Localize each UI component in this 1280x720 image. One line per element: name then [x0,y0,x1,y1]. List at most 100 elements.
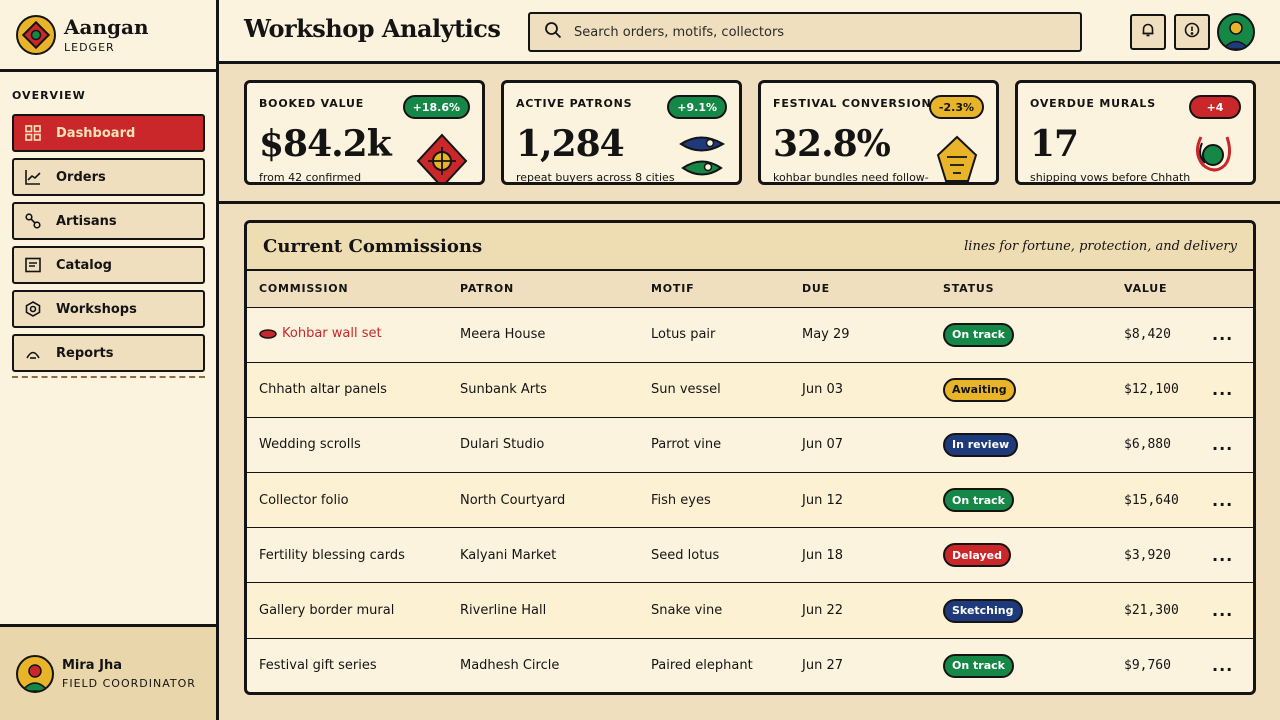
column-header[interactable]: STATUS [931,271,1112,308]
value-cell: $6,880 [1124,437,1171,453]
column-header[interactable]: MOTIF [639,271,790,308]
motif-cell: Fish eyes [651,492,711,508]
nav-item-artisans[interactable]: Artisans [12,202,205,240]
nav-item-label: Workshops [56,301,137,317]
kite-motif-icon [416,133,468,182]
more-options-icon[interactable]: ... [1212,380,1234,400]
arch-icon [24,344,42,362]
status-cell: In review [931,417,1112,472]
more-options-icon[interactable]: ... [1212,490,1234,510]
status-badge: On track [943,653,1014,678]
commission-link[interactable]: Kohbar wall set [259,326,382,341]
row-actions-cell: ... [1200,307,1253,362]
nav-item-catalog[interactable]: Catalog [12,246,205,284]
more-options-icon[interactable]: ... [1212,435,1234,455]
kpi-band: BOOKED VALUE +18.6% $84.2k from 42 confi… [219,64,1280,204]
patron-cell: Meera House [460,327,546,343]
profile-avatar[interactable] [1217,13,1255,51]
table-row[interactable]: Gallery border mural Riverline Hall Snake … [247,582,1253,639]
patron-cell: Sunbank Arts [460,382,547,398]
kpi-value: $84.2k [259,123,392,165]
row-actions-cell: ... [1200,473,1253,528]
table-row[interactable]: Chhath altar panels Sunbank Arts Sun vesse… [247,362,1253,418]
value-cell: $12,100 [1124,382,1179,398]
kpi-card-booked-value[interactable]: BOOKED VALUE +18.6% $84.2k from 42 confi… [244,80,485,185]
due-cell: Jun 27 [802,658,843,674]
table-row[interactable]: Collector folio North Courtyard Fish eyes J… [247,472,1253,528]
status-cell: Sketching [931,583,1112,638]
motif-cell: Seed lotus [651,547,720,563]
table-row[interactable]: Kohbar wall set Meera House Lotus pair May … [247,307,1253,363]
notifications-button[interactable] [1130,14,1166,50]
value-cell: $3,920 [1124,547,1171,563]
commission-cell: Fertility blessing cards [259,547,405,563]
list-icon [24,256,42,274]
brand[interactable]: Aangan LEDGER [0,0,216,72]
due-cell: May 29 [802,327,850,343]
lamp-motif-icon [934,135,980,182]
row-actions-cell: ... [1200,583,1253,638]
motif-cell: Lotus pair [651,327,716,343]
status-cell: Delayed [931,528,1112,583]
kpi-label: FESTIVAL CONVERSION [773,97,932,110]
status-badge: Awaiting [943,377,1016,402]
kpi-card-active-patrons[interactable]: ACTIVE PATRONS +9.1% 1,284 repeat buyers… [501,80,742,185]
search-bar[interactable] [528,12,1082,52]
more-options-icon[interactable]: ... [1212,656,1234,676]
patron-cell: North Courtyard [460,492,566,508]
due-cell: Jun 12 [802,492,843,508]
grid-icon [24,124,42,142]
row-actions-cell: ... [1200,528,1253,583]
more-options-icon[interactable]: ... [1212,325,1234,345]
panel-title: Current Commissions [263,235,483,257]
main-nav: Dashboard Orders Artisans [12,114,205,378]
kpi-label: OVERDUE MURALS [1030,97,1156,110]
kpi-label: ACTIVE PATRONS [516,97,633,110]
alerts-button[interactable] [1174,14,1210,50]
motif-cell: Parrot vine [651,437,722,453]
kpi-value: 17 [1030,123,1079,165]
lotus-eye-icon [259,329,277,339]
commission-cell: Chhath altar panels [259,382,387,398]
commission-cell[interactable]: Kohbar wall set [247,307,448,362]
nav-item-workshops[interactable]: Workshops [12,290,205,328]
nav-divider [12,376,205,378]
motif-cell: Sun vessel [651,382,721,398]
user-avatar [16,654,54,693]
nav-item-reports[interactable]: Reports [12,334,205,372]
more-options-icon[interactable]: ... [1212,601,1234,621]
column-header[interactable]: VALUE [1112,271,1200,308]
value-cell: $21,300 [1124,603,1179,619]
due-cell: Jun 18 [802,547,843,563]
nav-item-label: Reports [56,345,114,361]
fish-eyes-icon [679,131,725,182]
kpi-card-overdue-murals[interactable]: OVERDUE MURALS +4 17 shipping vows befor… [1015,80,1256,185]
more-options-icon[interactable]: ... [1212,545,1234,565]
due-cell: Jun 03 [802,382,843,398]
table-row[interactable]: Fertility blessing cards Kalyani Market Se… [247,528,1253,583]
search-input[interactable] [574,24,1054,40]
commission-cell: Wedding scrolls [259,437,361,453]
column-header[interactable]: COMMISSION [247,271,448,308]
kpi-subtext: from 42 confirmed [259,171,362,184]
table-row[interactable]: Festival gift series Madhesh Circle Paired… [247,638,1253,692]
bell-icon [1140,22,1156,42]
nav-item-dashboard[interactable]: Dashboard [12,114,205,152]
column-header[interactable]: DUE [790,271,931,308]
page-title: Workshop Analytics [244,14,501,43]
user-card[interactable]: Mira Jha FIELD COORDINATOR [0,624,216,720]
status-badge: On track [943,322,1014,347]
sidebar: Aangan LEDGER OVERVIEW Dashboard Orders [0,0,219,720]
row-actions-cell: ... [1200,417,1253,472]
kpi-card-festival-conversion[interactable]: FESTIVAL CONVERSION -2.3% 32.8% kohbar b… [758,80,999,185]
column-header[interactable]: PATRON [448,271,639,308]
user-role: FIELD COORDINATOR [62,676,196,690]
status-badge: Sketching [943,598,1023,623]
table-row[interactable]: Wedding scrolls Dulari Studio Parrot vine J… [247,417,1253,473]
kpi-delta-badge: -2.3% [928,95,984,119]
hex-gear-icon [24,300,42,318]
nav-item-orders[interactable]: Orders [12,158,205,196]
value-cell: $9,760 [1124,658,1171,674]
patron-cell: Madhesh Circle [460,658,560,674]
commissions-panel: Current Commissions lines for fortune, p… [244,220,1256,695]
